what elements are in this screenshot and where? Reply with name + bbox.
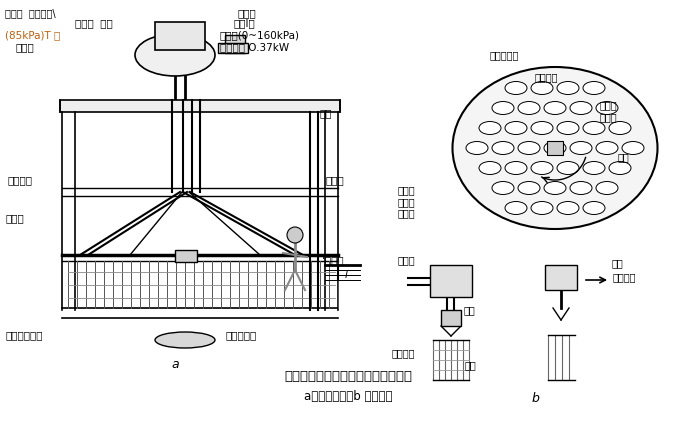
Text: 花板: 花板 xyxy=(618,152,630,162)
Ellipse shape xyxy=(609,161,631,174)
Text: 聽道: 聽道 xyxy=(320,108,333,118)
Text: 回轉噴吹脈沖袋式除塵器的清灰裝置: 回轉噴吹脈沖袋式除塵器的清灰裝置 xyxy=(284,370,412,383)
Ellipse shape xyxy=(583,122,605,135)
Ellipse shape xyxy=(596,102,618,115)
Text: l: l xyxy=(345,270,348,280)
Ellipse shape xyxy=(492,141,514,155)
Ellipse shape xyxy=(135,34,215,76)
Text: 吹在滤
袋中心: 吹在滤 袋中心 xyxy=(600,100,617,122)
Ellipse shape xyxy=(596,141,618,155)
Text: 喷吹管: 喷吹管 xyxy=(398,255,416,265)
Text: 滤袋: 滤袋 xyxy=(612,258,624,268)
Text: 旋转立管: 旋转立管 xyxy=(8,175,33,185)
Bar xyxy=(225,35,245,53)
Ellipse shape xyxy=(466,141,488,155)
Text: 滤袋框架: 滤袋框架 xyxy=(392,348,416,358)
Ellipse shape xyxy=(479,161,501,174)
Text: 脉冲阀  气包: 脉冲阀 气包 xyxy=(75,18,113,28)
Ellipse shape xyxy=(544,141,566,155)
Ellipse shape xyxy=(518,181,540,194)
Bar xyxy=(545,265,577,290)
Ellipse shape xyxy=(531,82,553,95)
Ellipse shape xyxy=(557,82,579,95)
Text: 滤袋: 滤袋 xyxy=(465,360,477,370)
Text: (85kPa)T 阀: (85kPa)T 阀 xyxy=(5,30,61,40)
Bar xyxy=(430,265,472,297)
Text: 吹在花板上: 吹在花板上 xyxy=(490,50,519,60)
Text: a: a xyxy=(171,358,179,371)
Bar xyxy=(175,250,197,262)
Ellipse shape xyxy=(544,102,566,115)
Text: '检修平: '检修平 xyxy=(322,255,344,265)
Ellipse shape xyxy=(557,122,579,135)
Circle shape xyxy=(287,227,303,243)
Text: a一清灰裝置；b 濾袋布置: a一清灰裝置；b 濾袋布置 xyxy=(303,390,393,403)
Ellipse shape xyxy=(570,141,592,155)
Ellipse shape xyxy=(492,102,514,115)
Ellipse shape xyxy=(505,122,527,135)
Ellipse shape xyxy=(557,201,579,214)
Ellipse shape xyxy=(531,161,553,174)
Text: 驱动电机 O.37kW: 驱动电机 O.37kW xyxy=(220,42,289,52)
Text: 压力表(0~160kPa): 压力表(0~160kPa) xyxy=(220,30,300,40)
Text: 滤袋支撑轴承: 滤袋支撑轴承 xyxy=(5,330,42,340)
Ellipse shape xyxy=(492,181,514,194)
Ellipse shape xyxy=(557,161,579,174)
Ellipse shape xyxy=(583,201,605,214)
Ellipse shape xyxy=(518,102,540,115)
Bar xyxy=(441,310,461,326)
Text: 检修门: 检修门 xyxy=(325,175,344,185)
Text: b: b xyxy=(531,392,539,405)
Ellipse shape xyxy=(609,122,631,135)
Ellipse shape xyxy=(570,102,592,115)
Bar xyxy=(60,100,340,112)
Bar xyxy=(155,22,205,50)
Text: 花板保温层: 花板保温层 xyxy=(225,330,256,340)
Bar xyxy=(547,141,563,155)
Text: 喷吹气流: 喷吹气流 xyxy=(613,272,637,282)
Ellipse shape xyxy=(518,141,540,155)
Ellipse shape xyxy=(544,181,566,194)
Ellipse shape xyxy=(505,161,527,174)
Text: 喷吹管: 喷吹管 xyxy=(5,213,24,223)
Text: 吹在滤
袋边缘: 吹在滤 袋边缘 xyxy=(398,185,416,207)
Ellipse shape xyxy=(505,201,527,214)
Ellipse shape xyxy=(479,122,501,135)
Ellipse shape xyxy=(583,82,605,95)
Bar xyxy=(218,43,248,53)
Ellipse shape xyxy=(583,161,605,174)
Ellipse shape xyxy=(596,181,618,194)
Ellipse shape xyxy=(531,201,553,214)
Ellipse shape xyxy=(570,181,592,194)
Text: 回转方向: 回转方向 xyxy=(535,72,558,82)
Text: 齿向I剧: 齿向I剧 xyxy=(233,18,255,28)
Text: 喷嘴: 喷嘴 xyxy=(464,305,476,315)
Text: 喷吹管: 喷吹管 xyxy=(398,208,416,218)
Ellipse shape xyxy=(622,141,644,155)
Text: 检修口: 检修口 xyxy=(15,42,33,52)
Ellipse shape xyxy=(155,332,215,348)
Ellipse shape xyxy=(452,67,658,229)
Ellipse shape xyxy=(531,122,553,135)
Ellipse shape xyxy=(505,82,527,95)
Text: 截止阀: 截止阀 xyxy=(238,8,257,18)
Text: 消声器  电磁阀、\: 消声器 电磁阀、\ xyxy=(5,8,56,18)
